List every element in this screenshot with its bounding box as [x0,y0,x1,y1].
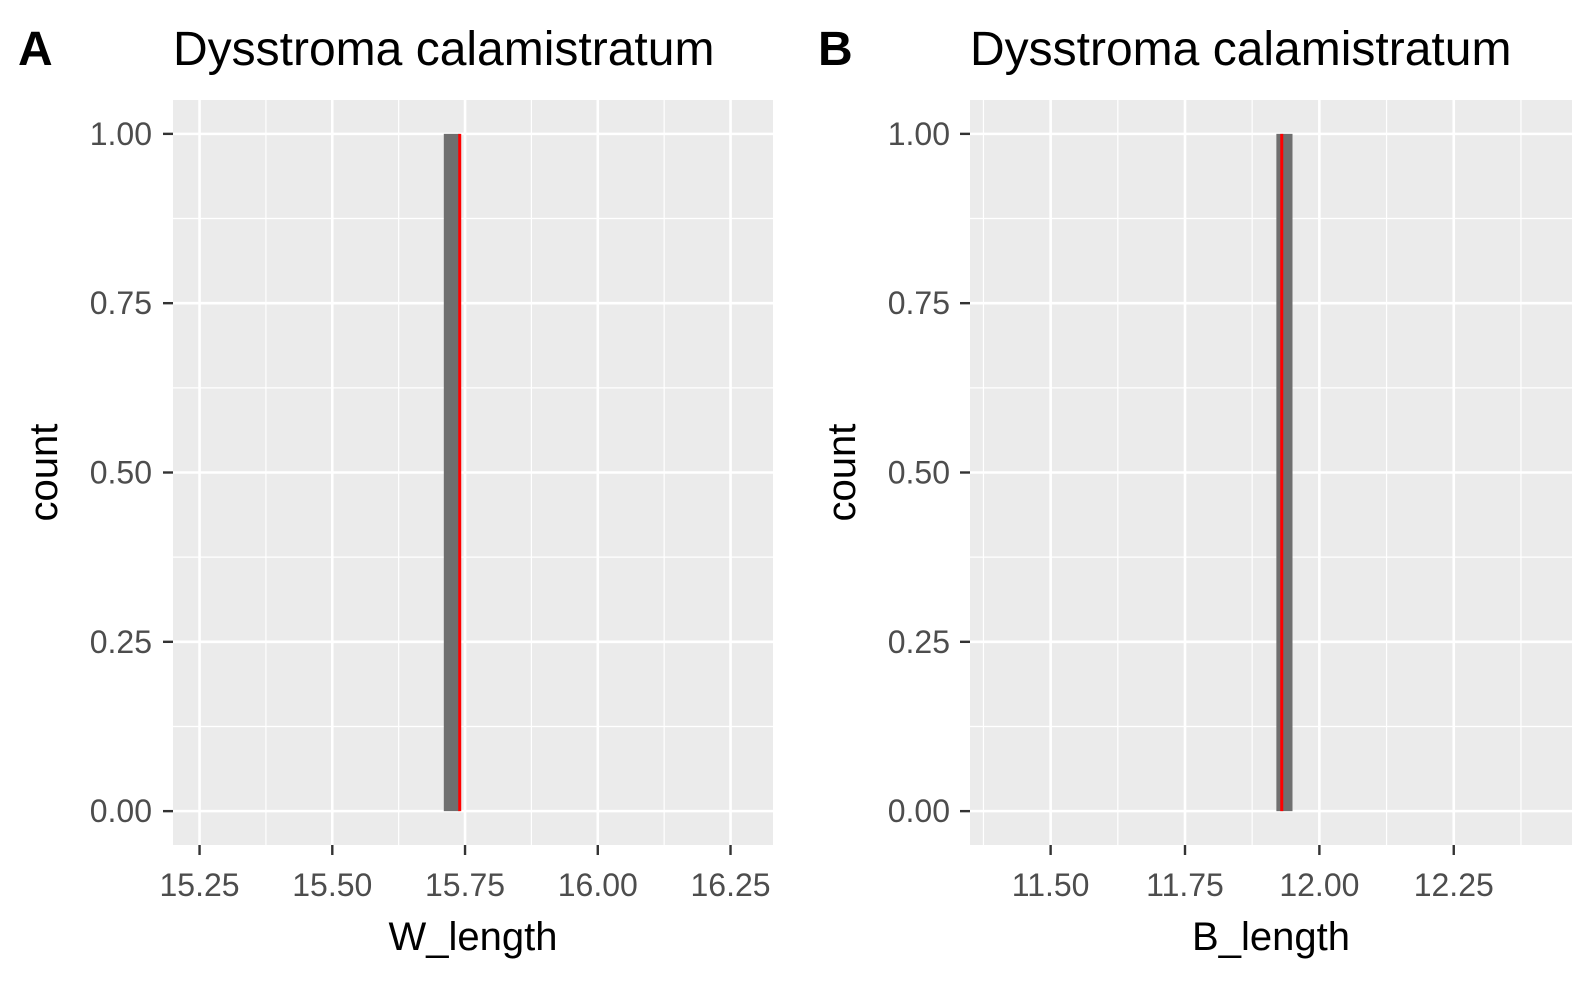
histogram-bar [443,133,460,812]
y-tick-label: 0.25 [90,624,152,660]
x-axis-title: B_length [1192,915,1350,959]
y-tick-label: 0.75 [888,285,950,321]
y-axis-title: count [820,424,864,522]
x-tick-label: 15.50 [292,867,372,903]
y-tick-label: 1.00 [888,116,950,152]
x-tick-label: 11.75 [1146,867,1224,903]
x-tick-label: 11.50 [1012,867,1090,903]
x-tick-label: 12.00 [1279,867,1359,903]
y-tick-label: 0.00 [888,793,950,829]
chart-title: Dysstroma calamistratum [970,23,1511,76]
x-tick-label: 12.25 [1414,867,1494,903]
y-tick-label: 0.75 [90,285,152,321]
panel-a: A Dysstroma calamistratum 0.00 0.25 0.50 0.75… [18,23,773,959]
x-tick-label: 15.75 [425,867,505,903]
panel-tag: A [18,23,53,76]
y-tick-label: 0.50 [888,455,950,491]
y-tick-label: 0.25 [888,624,950,660]
y-axis-title: count [22,424,66,522]
panel-tag: B [818,23,853,76]
x-tick-label: 16.25 [690,867,770,903]
y-tick-label: 1.00 [90,116,152,152]
y-tick-label: 0.50 [90,455,152,491]
panel-b: B Dysstroma calamistratum 0.00 0.25 0.50 0.75… [818,23,1572,959]
x-axis-title: W_length [389,915,558,959]
x-tick-label: 15.25 [160,867,240,903]
histogram-bar [1276,133,1293,812]
y-tick-label: 0.00 [90,793,152,829]
chart-title: Dysstroma calamistratum [173,23,714,76]
x-tick-label: 16.00 [558,867,638,903]
